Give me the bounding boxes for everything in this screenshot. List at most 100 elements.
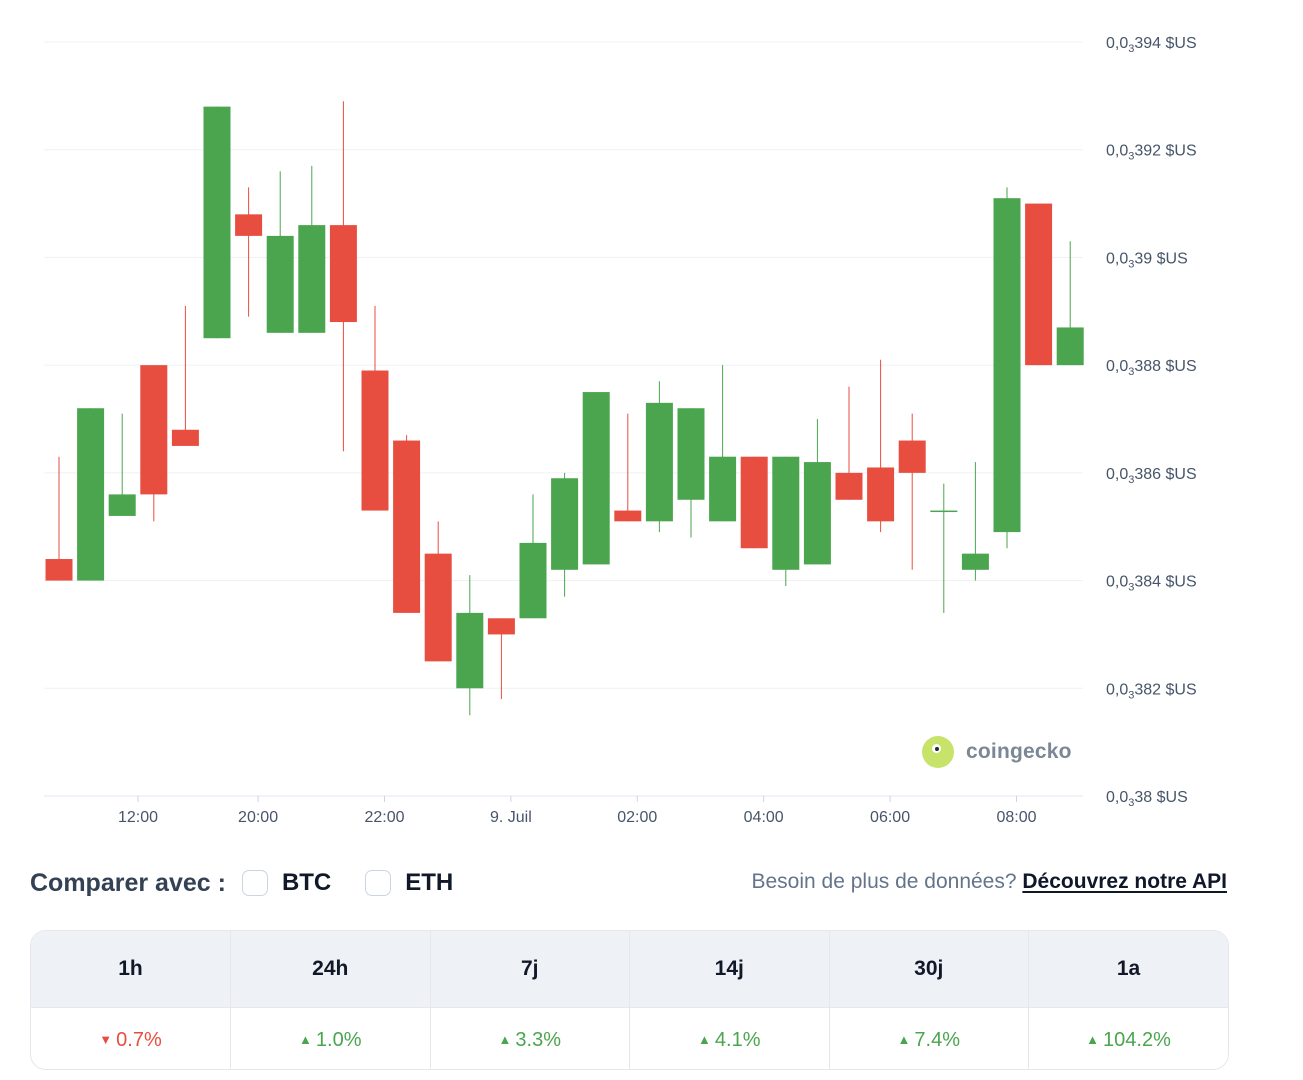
candle-body [519,542,547,619]
candle-body [329,225,357,323]
y-tick-label: 0,03386 $US [1106,466,1197,486]
period-header: 24h [230,931,431,1008]
candle-body [235,214,263,236]
candle[interactable] [45,456,73,581]
candle[interactable] [266,171,294,333]
candle-body [424,553,452,662]
candle-body [1025,203,1053,366]
candle-body [898,440,926,473]
candlestick-chart: 0,03394 $US 0,03392 $US 0,0339 $US 0,03388 … [44,35,1197,826]
candle-body [108,494,136,516]
candle[interactable] [235,187,263,317]
y-tick-label: 0,03384 $US [1106,574,1197,594]
candle[interactable] [487,618,515,700]
change-value: 4.1% [714,1028,761,1051]
candle-body [772,456,800,570]
candle[interactable] [803,419,831,565]
period-change: ▲ 104.2% [1028,1007,1228,1069]
change-value: 7.4% [914,1028,960,1051]
compare-label: Comparer avec : [30,868,226,897]
candle[interactable] [456,575,484,716]
btc-label[interactable]: BTC [281,869,332,896]
caret-up-icon: ▲ [698,1031,711,1047]
candle[interactable] [108,413,136,516]
compare-section: Comparer avec : BTC ETH [30,866,471,900]
candle[interactable] [614,413,642,522]
candle-body [803,462,831,565]
y-tick-label: 0,0339 $US [1106,250,1188,270]
x-tick-label: 04:00 [744,809,784,826]
change-value: 0.7% [116,1028,162,1051]
candle[interactable] [582,392,610,565]
change-value: 104.2% [1103,1028,1171,1051]
caret-up-icon: ▲ [1086,1031,1100,1047]
x-tick-label: 02:00 [617,809,657,826]
candle[interactable] [519,494,547,619]
candle[interactable] [393,435,421,613]
candle-body [393,440,421,613]
gecko-logo-icon [922,736,954,768]
candle[interactable] [677,408,705,538]
candle-body [298,225,326,333]
candle-body [361,370,389,511]
candle[interactable] [645,381,673,533]
candle-body [961,553,989,570]
period-header: 7j [430,931,630,1008]
candle-body [487,618,515,635]
caret-down-icon: ▼ [99,1031,113,1047]
eth-checkbox[interactable] [365,870,392,896]
btc-checkbox[interactable] [241,870,268,896]
period-change: ▲ 7.4% [829,1007,1029,1069]
y-tick-label: 0,03388 $US [1106,358,1197,378]
candle[interactable] [1025,203,1053,366]
performance-table: 1h 24h 7j 14j 30j 1a ▼ 0.7% ▲ 1.0% ▲ 3.3% ▲ 4.1% ▲ 7.4… [30,930,1229,1070]
candle[interactable] [709,365,737,522]
candle-body [930,510,958,513]
coingecko-watermark: coingecko [922,736,1072,768]
candle-body [1056,327,1084,366]
candle[interactable] [329,101,357,452]
candle-body [645,402,673,522]
y-tick-label: 0,0338 $US [1106,789,1188,809]
api-promo: Besoin de plus de données? Découvrez not… [752,870,1228,894]
x-tick-label: 22:00 [364,809,404,826]
candle[interactable] [203,106,231,339]
caret-up-icon: ▲ [498,1031,512,1047]
candle-body [551,478,579,570]
caret-up-icon: ▲ [897,1031,911,1047]
eth-label[interactable]: ETH [405,869,454,896]
candle[interactable] [993,187,1021,549]
candle-body [993,198,1021,533]
candle[interactable] [361,305,389,511]
period-header: 30j [829,931,1029,1008]
candle[interactable] [961,462,989,581]
candle-body [835,472,863,500]
period-change: ▲ 1.0% [230,1007,431,1069]
candle[interactable] [140,365,168,522]
period-header: 1a [1028,931,1228,1008]
candle[interactable] [77,408,105,581]
candle[interactable] [1056,241,1084,366]
candle[interactable] [171,305,199,446]
period-change: ▲ 4.1% [629,1007,830,1069]
candle[interactable] [867,359,895,533]
api-link[interactable]: Découvrez notre API [1022,870,1227,893]
candle-body [709,456,737,522]
candle[interactable] [298,165,326,333]
change-value: 1.0% [315,1028,362,1051]
caret-up-icon: ▲ [299,1031,312,1047]
y-axis-labels: 0,03394 $US 0,03392 $US 0,0339 $US 0,03388 … [1106,35,1197,809]
candle[interactable] [898,413,926,570]
candle-body [582,392,610,565]
candle[interactable] [551,472,579,597]
watermark-text: coingecko [966,740,1072,763]
x-axis-labels: 12:00 20:00 22:00 9. Juil 02:00 04:00 06:00 08:… [118,796,1037,826]
candle-body [45,559,73,581]
candle[interactable] [835,386,863,500]
candle-body [867,467,895,522]
candle[interactable] [424,521,452,662]
candle[interactable] [930,483,958,613]
period-header: 1h [31,931,231,1008]
candle[interactable] [740,456,768,549]
candle[interactable] [772,456,800,586]
